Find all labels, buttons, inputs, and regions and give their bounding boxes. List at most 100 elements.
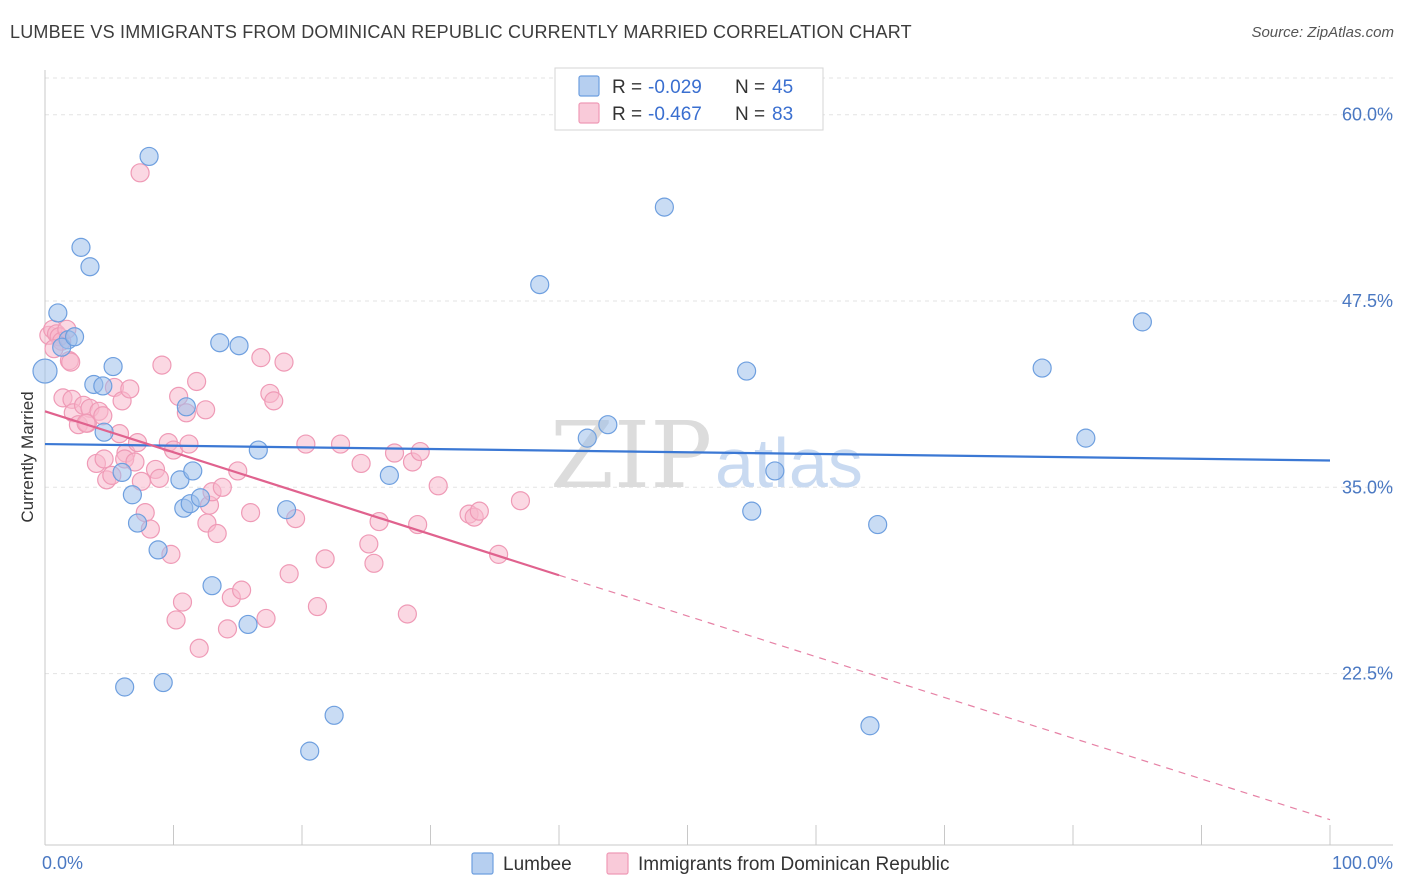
dominican-point-37 xyxy=(152,355,172,375)
lumbee-point-32 xyxy=(379,465,399,485)
lumbee-point-9 xyxy=(103,356,123,377)
lumbee-point-6 xyxy=(80,257,100,277)
legend-n-label-lumbee: N = xyxy=(735,77,765,98)
lumbee-point-36 xyxy=(654,197,674,217)
dominican-point-58 xyxy=(241,503,261,523)
watermark-atlas: atlas xyxy=(715,424,863,502)
dominican-point-60 xyxy=(256,608,276,629)
y-tick-labels: 22.5% 35.0% 47.5% 60.0% xyxy=(1342,105,1393,684)
lumbee-point-27 xyxy=(238,614,258,635)
dominican-point-18 xyxy=(76,413,96,433)
dominican-point-53 xyxy=(212,477,232,497)
dominican-point-52 xyxy=(207,523,227,544)
dominican-trend-line-extension xyxy=(558,574,1331,821)
dominican-point-47 xyxy=(189,638,209,658)
lumbee-point-3 xyxy=(52,337,72,357)
dominican-point-34 xyxy=(130,163,150,183)
series-legend: Lumbee Immigrants from Dominican Republi… xyxy=(471,852,950,875)
lumbee-point-16 xyxy=(153,672,173,693)
legend-n-value-dominican: 83 xyxy=(772,104,793,125)
dominican-point-46 xyxy=(187,371,207,392)
dominican-point-48 xyxy=(196,400,216,420)
lumbee-point-34 xyxy=(577,428,597,448)
dominican-point-71 xyxy=(359,534,379,554)
lumbee-point-41 xyxy=(868,514,888,535)
lumbee-point-11 xyxy=(112,462,132,483)
lumbee-point-30 xyxy=(300,741,320,761)
lumbee-point-5 xyxy=(71,237,91,257)
x-tick-label-1: 100.0% xyxy=(1332,853,1393,873)
dominican-point-28 xyxy=(120,379,140,399)
dominican-point-69 xyxy=(330,434,351,454)
lumbee-point-24 xyxy=(202,576,222,596)
dominican-point-36 xyxy=(149,468,169,488)
lumbee-point-20 xyxy=(176,397,196,417)
dominican-point-72 xyxy=(364,553,384,573)
lumbee-trend-line xyxy=(44,442,1331,462)
lumbee-point-33 xyxy=(530,275,550,295)
watermark: ZIP atlas xyxy=(550,402,863,509)
bottom-legend-swatch-lumbee xyxy=(471,852,494,875)
lumbee-point-39 xyxy=(765,461,785,481)
dominican-point-67 xyxy=(307,596,328,617)
dominican-point-83 xyxy=(489,544,509,564)
lumbee-point-15 xyxy=(148,540,168,560)
x-tick-label-0: 0.0% xyxy=(42,853,83,873)
lumbee-point-40 xyxy=(860,716,880,736)
lumbee-point-14 xyxy=(139,146,159,167)
dominican-point-20 xyxy=(94,449,114,469)
y-tick-label-0: 22.5% xyxy=(1342,664,1393,684)
lumbee-point-28 xyxy=(248,440,268,460)
lumbee-point-13 xyxy=(127,513,148,533)
y-axis-label: Currently Married xyxy=(18,391,37,522)
dominican-point-57 xyxy=(232,580,252,600)
lumbee-point-25 xyxy=(210,333,230,353)
dominican-point-40 xyxy=(166,610,186,630)
chart-title: LUMBEE VS IMMIGRANTS FROM DOMINICAN REPU… xyxy=(10,22,912,42)
x-tick-labels: 0.0% 100.0% xyxy=(42,853,1393,873)
lumbee-point-35 xyxy=(598,415,618,435)
dominican-point-62 xyxy=(264,391,284,411)
bottom-legend-label-dominican: Immigrants from Dominican Republic xyxy=(638,854,950,875)
dominican-point-79 xyxy=(428,476,448,496)
bottom-legend-swatch-dominican xyxy=(606,852,629,875)
legend-r-label-dominican: R = xyxy=(612,104,642,125)
legend-box xyxy=(554,67,824,131)
dominican-point-30 xyxy=(125,452,145,472)
watermark-zip: ZIP xyxy=(550,402,712,509)
axes xyxy=(44,70,1393,846)
dominican-point-63 xyxy=(274,352,294,372)
lumbee-point-43 xyxy=(1076,428,1096,448)
lumbee-point-17 xyxy=(115,677,135,697)
lumbee-point-26 xyxy=(229,336,249,356)
lumbee-point-4 xyxy=(64,327,85,347)
dominican-point-59 xyxy=(251,348,271,368)
dominican-point-75 xyxy=(397,604,417,624)
dominican-point-8 xyxy=(61,352,81,372)
points-layer xyxy=(32,146,1152,761)
dominican-point-74 xyxy=(384,443,405,463)
lumbee-point-12 xyxy=(122,485,142,505)
dominican-point-54 xyxy=(217,619,238,639)
lumbee-point-22 xyxy=(183,461,203,481)
lumbee-point-42 xyxy=(1032,358,1052,378)
dominican-point-43 xyxy=(172,592,193,612)
legend-r-value-lumbee: -0.029 xyxy=(648,77,702,98)
lumbee-point-29 xyxy=(276,500,297,520)
dominican-point-45 xyxy=(179,434,199,454)
y-tick-label-1: 35.0% xyxy=(1342,477,1393,497)
legend-r-label-lumbee: R = xyxy=(612,77,642,98)
correlation-legend: R = -0.029 N = 45 R = -0.467 N = 83 xyxy=(554,67,824,131)
dominican-point-66 xyxy=(296,434,316,454)
dominican-point-68 xyxy=(315,549,335,569)
dominican-point-84 xyxy=(510,491,531,511)
y-tick-label-2: 47.5% xyxy=(1342,291,1393,311)
y-tick-label-3: 60.0% xyxy=(1342,105,1393,125)
lumbee-point-8 xyxy=(93,376,113,396)
legend-r-value-dominican: -0.467 xyxy=(648,104,702,125)
dominican-point-78 xyxy=(410,441,430,462)
dominican-point-64 xyxy=(279,564,299,584)
legend-n-label-dominican: N = xyxy=(735,104,765,125)
dominican-point-70 xyxy=(351,453,371,474)
